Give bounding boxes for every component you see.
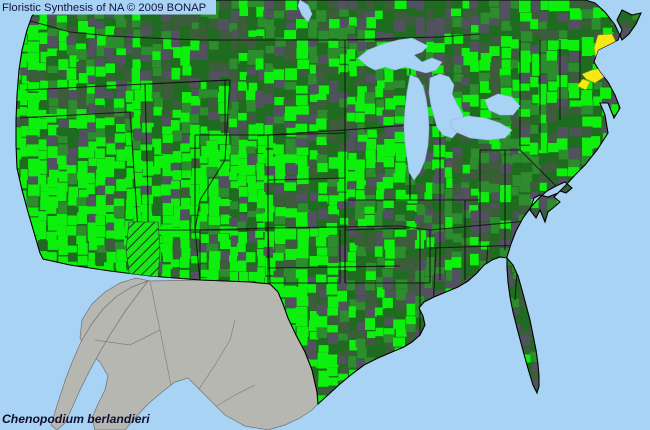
svg-text:Floristic Synthesis of NA © 20: Floristic Synthesis of NA © 2009 BONAP <box>2 2 206 14</box>
svg-text:Chenopodium berlandieri: Chenopodium berlandieri <box>2 412 150 426</box>
